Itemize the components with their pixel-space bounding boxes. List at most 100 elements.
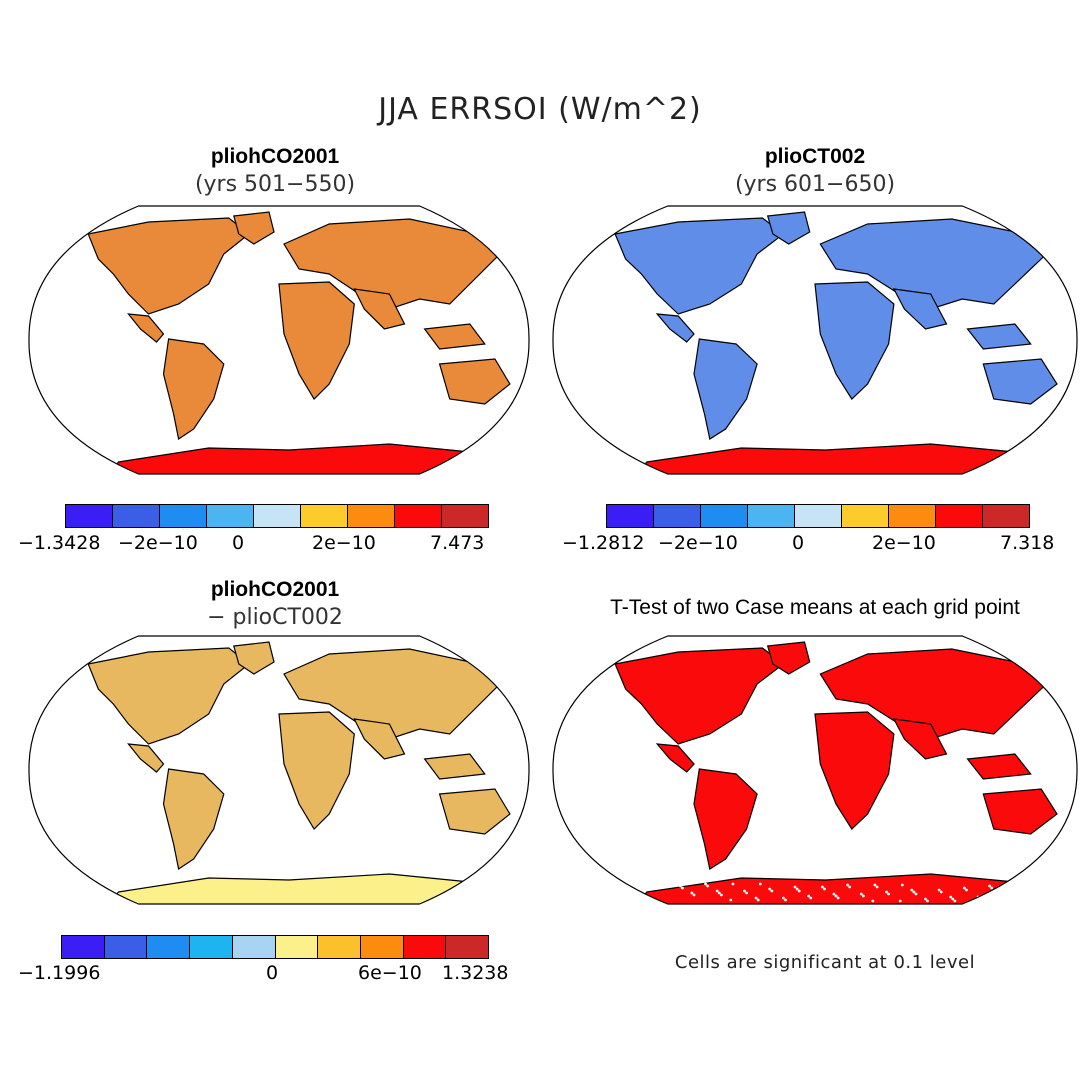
land-mass bbox=[233, 641, 275, 675]
land-mass bbox=[766, 641, 811, 675]
nonsignificant-dot bbox=[681, 886, 684, 890]
nonsignificant-dot bbox=[937, 888, 941, 892]
colorbar-tick-label: 6e−10 bbox=[358, 962, 422, 984]
colorbar-swatch bbox=[446, 936, 489, 958]
nonsignificant-dot bbox=[797, 889, 801, 893]
map-bottom-left bbox=[28, 635, 530, 905]
nonsignificant-dot bbox=[754, 896, 758, 900]
land-mass bbox=[814, 711, 895, 830]
nonsignificant-dot bbox=[887, 892, 891, 896]
land-mass bbox=[353, 288, 406, 330]
colorbar-tick-label: −2e−10 bbox=[658, 532, 738, 554]
map-outline bbox=[552, 205, 1078, 475]
land-mass bbox=[438, 358, 511, 405]
nonsignificant-dot bbox=[885, 890, 888, 894]
map-top-left bbox=[28, 205, 530, 475]
colorbar-swatch bbox=[842, 505, 889, 527]
nonsignificant-dot bbox=[676, 882, 680, 886]
land-mass bbox=[423, 753, 486, 780]
land-mass bbox=[966, 753, 1032, 780]
colorbar-swatch bbox=[207, 505, 254, 527]
nonsignificant-dot bbox=[962, 886, 966, 890]
colorbar-swatch bbox=[190, 936, 233, 958]
antarctica bbox=[107, 443, 492, 474]
nonsignificant-dot bbox=[1004, 895, 1007, 899]
land-mass bbox=[87, 217, 250, 315]
nonsignificant-dot bbox=[846, 883, 850, 887]
antarctica bbox=[634, 873, 1038, 904]
nonsignificant-dot bbox=[990, 886, 994, 890]
colorbar-swatch bbox=[160, 505, 207, 527]
land-mass bbox=[438, 788, 511, 835]
nonsignificant-dot bbox=[692, 893, 696, 897]
colorbar-tick-label: −1.1996 bbox=[18, 962, 101, 984]
nonsignificant-dot bbox=[965, 888, 968, 892]
colorbar-swatch bbox=[701, 505, 748, 527]
ttest-title: T-Test of two Case means at each grid po… bbox=[610, 596, 1020, 619]
land-mass bbox=[614, 217, 785, 315]
panel-title-top-left: pliohCO2001 bbox=[210, 145, 340, 168]
colorbar-tick-label: −2e−10 bbox=[118, 532, 198, 554]
colorbar-top-left bbox=[65, 504, 489, 528]
nonsignificant-dot bbox=[836, 896, 840, 900]
colorbar-swatch bbox=[795, 505, 842, 527]
nonsignificant-dot bbox=[848, 885, 852, 889]
colorbar-swatch bbox=[318, 936, 361, 958]
land-mass bbox=[982, 788, 1058, 835]
land-mass bbox=[283, 218, 501, 310]
nonsignificant-dot bbox=[745, 891, 749, 895]
nonsignificant-dot bbox=[924, 897, 927, 901]
nonsignificant-dot bbox=[859, 892, 863, 896]
nonsignificant-dot bbox=[873, 883, 877, 887]
colorbar-tick-label: 0 bbox=[232, 532, 245, 554]
nonsignificant-dot bbox=[793, 885, 797, 889]
nonsignificant-dot bbox=[743, 889, 746, 893]
colorbar-swatch bbox=[275, 936, 319, 958]
nonsignificant-dot bbox=[910, 888, 914, 892]
land-mass bbox=[423, 323, 486, 350]
land-mass bbox=[278, 281, 355, 400]
nonsignificant-dot bbox=[871, 899, 875, 903]
land-mass bbox=[892, 718, 948, 760]
map-outline bbox=[28, 635, 530, 905]
nonsignificant-dot bbox=[820, 885, 824, 889]
land-mass bbox=[283, 648, 501, 740]
antarctica bbox=[107, 873, 492, 904]
figure-title: JJA ERRSOI (W/m^2) bbox=[378, 92, 702, 127]
colorbar-swatch bbox=[889, 505, 936, 527]
nonsignificant-dot bbox=[988, 884, 992, 888]
colorbar-labels-bottom-left: −1.1996 0 6e−10 1.3238 bbox=[0, 962, 540, 990]
colorbar-tick-label: 0 bbox=[792, 532, 805, 554]
land-mass bbox=[693, 768, 758, 870]
land-mass bbox=[819, 648, 1048, 740]
antarctica bbox=[634, 443, 1038, 474]
nonsignificant-dot bbox=[953, 899, 957, 903]
nonsignificant-dot bbox=[784, 898, 787, 902]
nonsignificant-dot bbox=[770, 889, 774, 893]
nonsignificant-dot bbox=[768, 887, 772, 891]
nonsignificant-dot bbox=[823, 887, 826, 891]
land-mass bbox=[127, 313, 165, 343]
nonsignificant-dot bbox=[809, 896, 813, 900]
colorbar-swatch bbox=[395, 505, 442, 527]
panel-subtitle-top-right: (yrs 601−650) bbox=[734, 172, 896, 197]
panel-title-bottom-left: pliohCO2001 bbox=[210, 578, 340, 601]
nonsignificant-dot bbox=[731, 882, 735, 886]
panel-subtitle-top-left: (yrs 501−550) bbox=[194, 172, 356, 197]
map-outline bbox=[552, 635, 1078, 905]
land-mass bbox=[127, 743, 165, 773]
land-mass bbox=[814, 281, 895, 400]
nonsignificant-dot bbox=[861, 894, 865, 898]
land-mass bbox=[278, 711, 355, 830]
nonsignificant-dot bbox=[704, 882, 707, 886]
nonsignificant-dot bbox=[807, 894, 811, 898]
nonsignificant-dot bbox=[926, 899, 929, 903]
land-mass bbox=[693, 338, 758, 440]
land-mass bbox=[162, 768, 225, 870]
colorbar-tick-label: 7.473 bbox=[430, 532, 485, 554]
colorbar-swatch bbox=[360, 936, 404, 958]
land-mass bbox=[892, 288, 948, 330]
nonsignificant-dot bbox=[782, 896, 785, 900]
nonsignificant-dot bbox=[978, 897, 982, 901]
panel-title-top-right: plioCT002 bbox=[764, 145, 866, 168]
